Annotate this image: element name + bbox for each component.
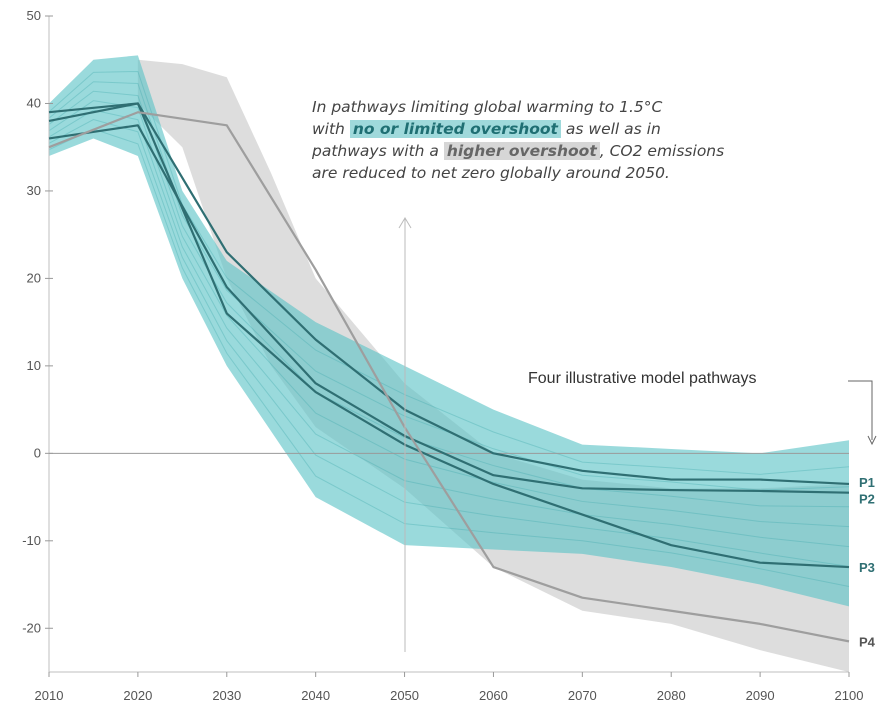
y-tick-label: 30 — [27, 183, 41, 198]
annotation-line-3-post: , CO2 emissions — [599, 142, 725, 160]
ensemble-line-2 — [48, 119, 850, 568]
ensemble-line-1 — [48, 128, 850, 587]
annotation-line-2-post: as well as in — [560, 120, 661, 138]
series-label-p2: P2 — [859, 492, 875, 507]
series-line-p4 — [48, 111, 850, 643]
series-label-p4: P4 — [859, 634, 876, 649]
x-tick-label: 2040 — [301, 688, 330, 703]
y-tick-label: -20 — [22, 620, 41, 635]
chart-annotation: In pathways limiting global warming to 1… — [312, 96, 832, 184]
annotation-line-2-pre: with — [312, 120, 350, 138]
highlight-no-or-limited-overshoot: no or limited overshoot — [349, 120, 561, 138]
ensemble-line-7 — [48, 70, 850, 475]
x-tick-label: 2060 — [479, 688, 508, 703]
annotation-line-4: are reduced to net zero globally around … — [312, 164, 670, 182]
model-note-arrow-head — [867, 435, 877, 446]
ensemble-line-4 — [48, 100, 850, 528]
y-tick-label: 40 — [27, 95, 41, 110]
model-pathways-note: Four illustrative model pathways — [528, 370, 757, 387]
pathway-bands — [49, 55, 849, 672]
x-tick-label: 2080 — [657, 688, 686, 703]
series-line-p3 — [48, 102, 850, 569]
y-tick-label: 0 — [34, 445, 41, 460]
series-line-p1 — [48, 102, 850, 486]
y-tick-label: 10 — [27, 358, 41, 373]
x-tick-label: 2010 — [35, 688, 64, 703]
annotation-line-3-pre: pathways with a — [312, 142, 444, 160]
y-tick-label: 20 — [27, 270, 41, 285]
x-tick-label: 2100 — [835, 688, 864, 703]
illustrative-pathways: P1 P2 P3 P4 — [48, 102, 876, 649]
band-no-or-limited-overshoot — [49, 55, 849, 607]
ensemble-line-6 — [48, 81, 850, 491]
highlight-higher-overshoot: higher overshoot — [443, 142, 600, 160]
x-tick-label: 2070 — [568, 688, 597, 703]
series-label-p1: P1 — [859, 475, 875, 490]
pathway-ensemble — [48, 70, 850, 587]
x-tick-label: 2020 — [123, 688, 152, 703]
annotation-pointers — [398, 217, 877, 652]
ensemble-line-5 — [48, 90, 850, 508]
y-tick-label: -10 — [22, 533, 41, 548]
series-label-p3: P3 — [859, 560, 875, 575]
annotation-line-1: In pathways limiting global warming to 1… — [312, 98, 663, 116]
y-tick-label: 50 — [27, 8, 41, 23]
x-tick-label: 2090 — [746, 688, 775, 703]
ensemble-line-3 — [48, 109, 850, 548]
x-tick-label: 2030 — [212, 688, 241, 703]
model-note-leader — [848, 380, 873, 440]
x-tick-label: 2050 — [390, 688, 419, 703]
annotation-arrow-head — [398, 217, 412, 229]
